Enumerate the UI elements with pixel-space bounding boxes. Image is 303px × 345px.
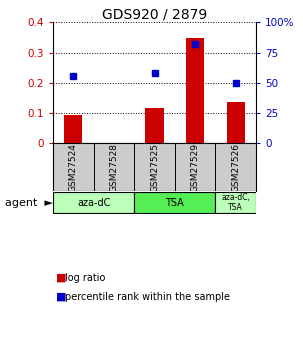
Bar (145, 108, 164, 143)
Bar (186, 38, 204, 143)
Text: GSM27524: GSM27524 (69, 143, 78, 192)
Text: aza-dC,
TSA: aza-dC, TSA (221, 193, 250, 213)
Text: GSM27529: GSM27529 (191, 143, 200, 192)
Text: ■: ■ (56, 273, 67, 283)
Bar (134, 192, 215, 214)
Text: ■: ■ (56, 292, 67, 302)
Text: percentile rank within the sample: percentile rank within the sample (65, 292, 230, 302)
Text: aza-dC: aza-dC (77, 198, 110, 208)
Text: TSA: TSA (165, 198, 184, 208)
Bar (227, 102, 245, 143)
Text: GSM27526: GSM27526 (231, 143, 240, 192)
Bar (215, 192, 256, 214)
Text: agent  ►: agent ► (5, 198, 53, 208)
Text: GSM27528: GSM27528 (109, 143, 118, 192)
Bar (64, 115, 82, 143)
Text: GSM27525: GSM27525 (150, 143, 159, 192)
Title: GDS920 / 2879: GDS920 / 2879 (102, 7, 207, 21)
Text: log ratio: log ratio (65, 273, 105, 283)
Bar (53, 192, 134, 214)
